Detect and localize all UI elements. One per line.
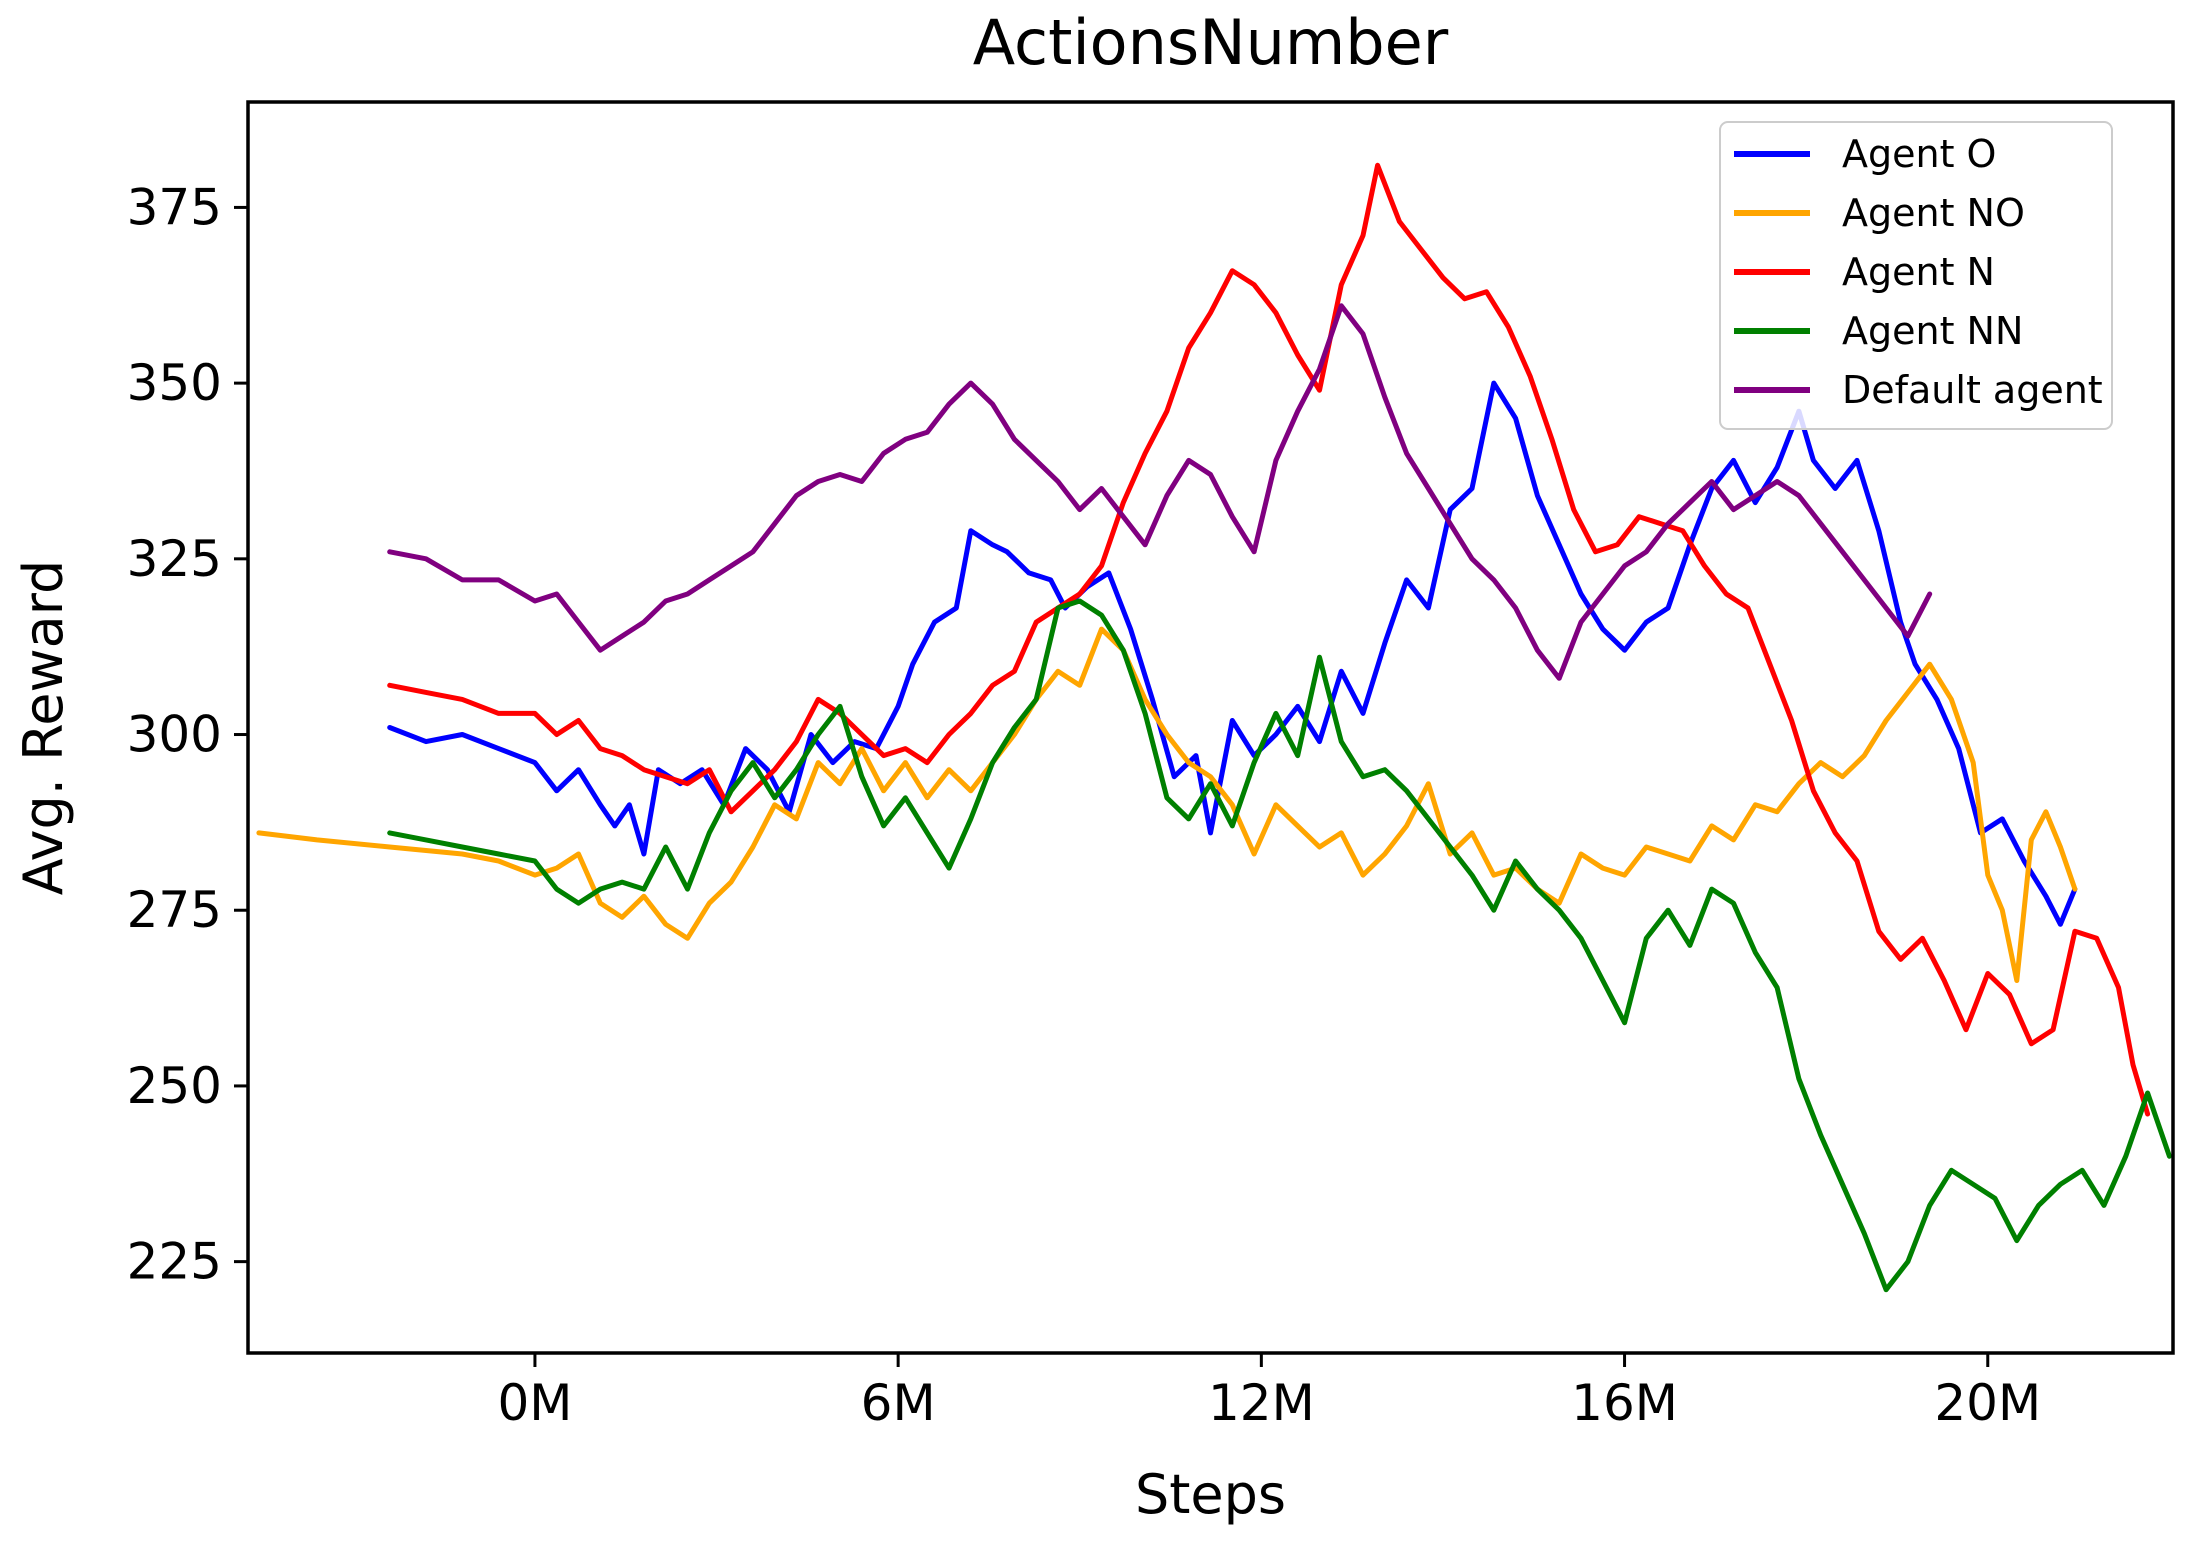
x-tick-label: 0M xyxy=(497,1374,572,1432)
legend-label: Agent NN xyxy=(1842,309,2023,353)
x-tick-label: 12M xyxy=(1208,1374,1315,1432)
legend-label: Default agent xyxy=(1842,368,2103,412)
legend-label: Agent NO xyxy=(1842,191,2025,235)
series-line-agent-n xyxy=(387,162,2151,1117)
x-tick-label: 16M xyxy=(1571,1374,1678,1432)
x-axis-title: Steps xyxy=(1135,1463,1286,1526)
y-tick-label: 225 xyxy=(127,1233,222,1291)
plot-area xyxy=(256,162,2172,1293)
plot-frame xyxy=(246,100,2175,1355)
x-axis: 0M 6M 12M 16M 20M xyxy=(497,1353,2041,1432)
legend-box xyxy=(1719,121,2113,430)
y-tick-label: 275 xyxy=(127,881,222,939)
y-tick-label: 325 xyxy=(127,530,222,588)
legend: Agent O Agent NO Agent N Agent NN Default ag… xyxy=(1719,121,2113,430)
series-line-default-agent xyxy=(387,303,1933,681)
chart-title: ActionsNumber xyxy=(973,6,1449,79)
x-tick-label: 6M xyxy=(861,1374,936,1432)
y-tick-label: 300 xyxy=(127,706,222,764)
series-line-agent-o xyxy=(387,380,2078,927)
y-axis-title: Avg. Reward xyxy=(12,560,75,895)
y-tick-label: 250 xyxy=(127,1057,222,1115)
x-tick-label: 20M xyxy=(1934,1374,2041,1432)
y-tick-label: 375 xyxy=(127,178,222,236)
y-tick-label: 350 xyxy=(127,354,222,412)
series-line-agent-nn xyxy=(387,598,2172,1293)
y-axis: 225 250 275 300 325 350 375 xyxy=(127,178,248,1291)
legend-label: Agent O xyxy=(1842,132,1996,176)
series-lines xyxy=(256,162,2172,1293)
legend-label: Agent N xyxy=(1842,250,1995,294)
series-line-agent-no xyxy=(256,626,2078,983)
